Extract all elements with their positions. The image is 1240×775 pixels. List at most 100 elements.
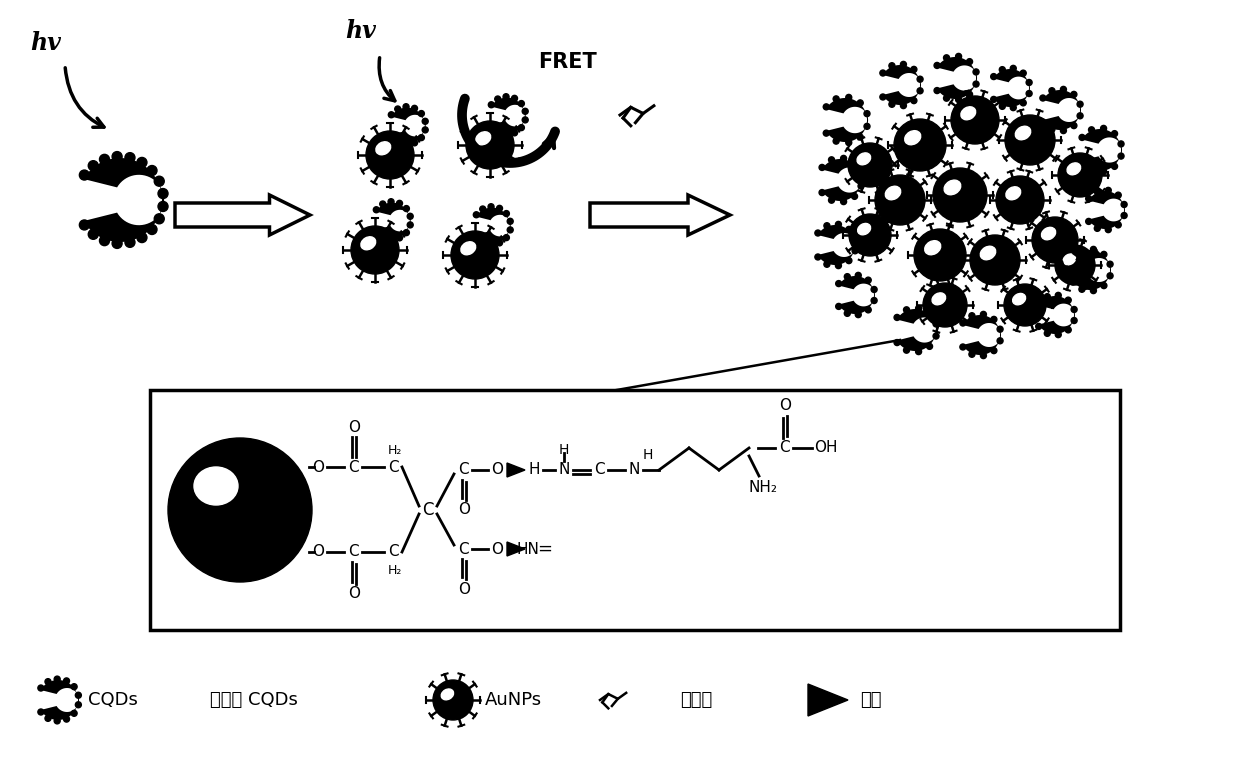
Circle shape — [394, 140, 401, 145]
Polygon shape — [491, 98, 526, 133]
Circle shape — [366, 131, 414, 179]
Circle shape — [1065, 327, 1071, 333]
Circle shape — [397, 201, 403, 206]
Circle shape — [960, 344, 966, 350]
Circle shape — [1111, 164, 1117, 170]
Circle shape — [915, 305, 921, 312]
Circle shape — [1065, 297, 1071, 303]
Circle shape — [38, 685, 43, 691]
Circle shape — [1107, 273, 1114, 279]
Circle shape — [1027, 91, 1032, 97]
Circle shape — [914, 229, 966, 281]
Circle shape — [841, 198, 847, 205]
Circle shape — [926, 311, 932, 317]
Circle shape — [968, 313, 975, 319]
Circle shape — [403, 229, 409, 236]
Circle shape — [71, 711, 77, 716]
Circle shape — [900, 61, 906, 67]
Circle shape — [981, 312, 987, 318]
Text: OH: OH — [815, 440, 838, 456]
Text: C: C — [458, 463, 469, 477]
Circle shape — [407, 222, 413, 228]
FancyArrow shape — [175, 195, 310, 235]
Circle shape — [889, 102, 895, 107]
Circle shape — [388, 133, 394, 140]
Circle shape — [45, 715, 51, 722]
Circle shape — [973, 81, 980, 87]
Circle shape — [154, 214, 164, 224]
Circle shape — [1079, 248, 1085, 253]
Polygon shape — [993, 69, 1030, 107]
Circle shape — [412, 105, 418, 112]
Circle shape — [1044, 294, 1050, 300]
Circle shape — [918, 76, 923, 82]
Circle shape — [852, 248, 858, 253]
Polygon shape — [1073, 250, 1111, 290]
Circle shape — [503, 211, 510, 216]
Circle shape — [1101, 251, 1107, 257]
Circle shape — [872, 287, 877, 292]
Circle shape — [926, 343, 932, 350]
Circle shape — [852, 160, 858, 167]
Circle shape — [1115, 192, 1121, 198]
Circle shape — [932, 333, 939, 339]
Circle shape — [999, 103, 1006, 109]
Circle shape — [1090, 246, 1096, 253]
Polygon shape — [897, 309, 937, 351]
Circle shape — [71, 684, 77, 690]
Circle shape — [407, 213, 413, 219]
Circle shape — [1078, 102, 1083, 107]
Circle shape — [956, 53, 961, 60]
Text: C: C — [423, 501, 434, 519]
Circle shape — [88, 160, 98, 170]
Circle shape — [451, 231, 498, 279]
Circle shape — [875, 175, 925, 225]
Circle shape — [889, 63, 895, 69]
Circle shape — [518, 125, 525, 131]
Circle shape — [1105, 226, 1111, 232]
Circle shape — [489, 242, 494, 247]
Circle shape — [866, 277, 872, 283]
Circle shape — [45, 679, 51, 684]
Circle shape — [76, 702, 82, 708]
Circle shape — [1086, 195, 1091, 202]
Polygon shape — [962, 315, 1001, 355]
Circle shape — [836, 263, 842, 269]
Circle shape — [852, 236, 858, 243]
Text: CQDs: CQDs — [88, 691, 138, 709]
Circle shape — [388, 112, 394, 118]
Circle shape — [1079, 286, 1085, 292]
Circle shape — [1071, 306, 1078, 312]
Circle shape — [466, 121, 515, 169]
Ellipse shape — [858, 223, 870, 235]
Circle shape — [79, 220, 89, 230]
Circle shape — [489, 102, 495, 108]
Ellipse shape — [961, 107, 976, 120]
Text: HN: HN — [517, 542, 539, 556]
Circle shape — [136, 157, 148, 167]
Text: 氢键: 氢键 — [861, 691, 882, 709]
Polygon shape — [1089, 191, 1125, 229]
Circle shape — [99, 154, 109, 164]
Circle shape — [1040, 119, 1045, 125]
Text: C: C — [347, 545, 358, 560]
Text: 精氨酸: 精氨酸 — [680, 691, 712, 709]
Polygon shape — [817, 225, 856, 265]
Text: C: C — [458, 542, 469, 556]
Circle shape — [1011, 65, 1017, 71]
Text: H: H — [528, 463, 539, 477]
Text: O: O — [458, 581, 470, 597]
Circle shape — [495, 96, 501, 102]
Text: N: N — [558, 463, 569, 477]
Circle shape — [1094, 226, 1100, 232]
Circle shape — [856, 312, 862, 318]
Circle shape — [397, 235, 403, 241]
Circle shape — [991, 74, 997, 80]
Circle shape — [1027, 80, 1032, 85]
Text: C: C — [388, 545, 398, 560]
Circle shape — [388, 198, 394, 205]
Circle shape — [1101, 283, 1107, 288]
Circle shape — [507, 227, 513, 233]
Circle shape — [1011, 105, 1017, 111]
Circle shape — [833, 138, 839, 144]
